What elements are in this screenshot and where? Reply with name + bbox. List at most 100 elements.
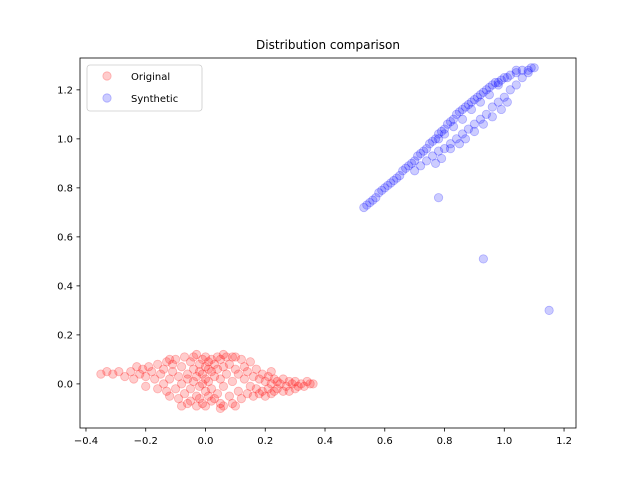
data-point	[469, 126, 480, 137]
data-point	[236, 393, 246, 404]
data-point	[260, 391, 270, 401]
y-tick-label: 1.0	[57, 134, 73, 145]
data-point	[424, 139, 435, 149]
data-point	[448, 114, 459, 124]
data-point	[218, 381, 229, 391]
y-tick-label: 0.8	[57, 183, 73, 194]
data-point	[365, 197, 375, 208]
series-synthetic	[359, 63, 554, 315]
data-point	[159, 364, 169, 374]
data-point	[511, 80, 521, 90]
data-point	[224, 359, 234, 369]
data-point	[380, 183, 390, 193]
data-point	[245, 381, 255, 391]
data-point	[475, 97, 485, 107]
data-point	[529, 63, 539, 73]
data-point	[188, 364, 199, 374]
data-point	[248, 391, 258, 401]
data-point	[171, 384, 181, 394]
data-point	[433, 134, 444, 144]
data-point	[251, 384, 261, 394]
data-point	[478, 87, 488, 97]
data-point	[487, 102, 497, 112]
data-point	[230, 364, 240, 374]
data-point	[410, 166, 420, 176]
data-point	[496, 75, 506, 85]
data-point	[129, 374, 139, 384]
data-point	[197, 369, 208, 379]
data-point	[377, 185, 387, 195]
x-tick-label: −0.4	[74, 436, 98, 447]
data-point	[185, 384, 196, 394]
data-point	[245, 357, 255, 367]
data-point	[290, 376, 300, 387]
data-point	[430, 134, 441, 144]
data-point	[194, 367, 205, 377]
data-point	[227, 352, 237, 362]
data-point	[484, 90, 494, 100]
data-point	[176, 401, 187, 411]
y-tick-label: 0.6	[57, 232, 73, 243]
data-point	[215, 354, 226, 364]
x-tick-label: 1.2	[556, 436, 572, 447]
data-point	[212, 364, 223, 374]
chart-title: Distribution comparison	[256, 38, 400, 52]
data-point	[185, 357, 196, 367]
data-point	[227, 376, 237, 387]
data-point	[499, 73, 509, 83]
data-point	[188, 376, 199, 387]
data-point	[194, 381, 205, 391]
data-point	[153, 384, 163, 394]
legend-marker-original	[102, 71, 112, 81]
data-point	[278, 386, 288, 396]
data-point	[147, 367, 157, 377]
data-point	[272, 376, 282, 387]
x-tick-label: 1.0	[496, 436, 512, 447]
data-point	[544, 305, 554, 315]
data-point	[451, 134, 462, 144]
data-point	[374, 188, 384, 198]
data-point	[215, 398, 226, 409]
data-point	[185, 396, 196, 406]
data-point	[212, 352, 223, 362]
data-point	[209, 371, 220, 382]
data-point	[419, 146, 429, 156]
data-point	[203, 376, 214, 387]
data-point	[463, 99, 474, 110]
data-point	[179, 389, 190, 399]
data-point	[206, 384, 217, 394]
data-point	[284, 386, 294, 396]
data-point	[421, 156, 432, 166]
data-point	[404, 161, 414, 171]
data-point	[445, 144, 456, 154]
data-point	[266, 379, 276, 389]
data-point	[281, 381, 291, 391]
data-point	[141, 371, 151, 382]
legend: Original Synthetic	[86, 64, 203, 112]
points-layer	[96, 63, 554, 413]
data-point	[215, 374, 226, 384]
data-point	[159, 379, 169, 389]
data-point	[427, 136, 438, 146]
data-point	[203, 364, 214, 374]
data-point	[182, 374, 193, 384]
data-point	[239, 362, 249, 372]
data-point	[436, 153, 447, 164]
data-point	[269, 386, 279, 396]
data-point	[371, 193, 381, 203]
data-point	[120, 371, 130, 382]
data-point	[454, 139, 465, 149]
y-tick-label: 0.0	[57, 379, 73, 390]
data-point	[460, 102, 471, 112]
data-point	[472, 92, 482, 102]
data-point	[517, 65, 527, 75]
x-tick-label: 0.8	[437, 436, 453, 447]
data-point	[359, 202, 369, 213]
data-point	[293, 381, 303, 391]
data-point	[200, 386, 211, 396]
data-point	[171, 354, 181, 364]
data-point	[191, 349, 202, 360]
data-point	[478, 254, 488, 264]
data-point	[218, 362, 229, 372]
x-tick-label: 0.0	[198, 436, 214, 447]
